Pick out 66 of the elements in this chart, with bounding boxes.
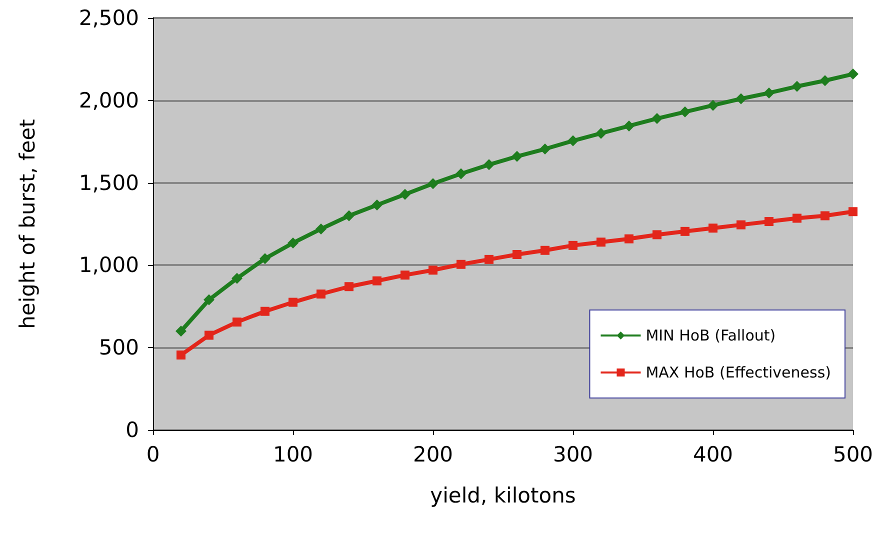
point — [652, 230, 662, 240]
point — [764, 87, 774, 98]
point — [372, 200, 382, 211]
point — [484, 159, 494, 170]
x-axis-title: yield, kilotons — [430, 484, 576, 508]
point — [820, 211, 830, 220]
point — [540, 144, 550, 155]
point — [736, 220, 746, 230]
x-tick-label: 200 — [412, 442, 454, 466]
point — [792, 80, 802, 92]
point — [568, 240, 578, 250]
point — [484, 254, 494, 264]
y-tick-label: 2,500 — [78, 6, 139, 30]
point — [400, 188, 410, 200]
point — [372, 276, 382, 286]
y-tick-label: 1,500 — [78, 170, 139, 195]
point — [568, 135, 578, 146]
point — [260, 306, 270, 316]
point — [316, 290, 326, 299]
point — [848, 207, 858, 216]
point — [400, 270, 410, 280]
point — [344, 210, 354, 222]
point — [288, 237, 298, 248]
x-tick-label: 400 — [692, 442, 734, 466]
point — [176, 326, 186, 337]
point — [232, 318, 242, 327]
legend-label: MIN HoB (Fallout) — [646, 326, 776, 344]
x-tick-label: 0 — [146, 442, 160, 466]
point — [820, 75, 830, 86]
point — [260, 253, 270, 264]
point — [344, 282, 354, 292]
x-tick-label: 300 — [552, 442, 594, 466]
point — [428, 266, 438, 275]
point — [792, 214, 802, 223]
point — [596, 128, 606, 139]
point — [540, 246, 550, 255]
point — [708, 100, 718, 111]
point — [652, 113, 662, 124]
point — [316, 223, 326, 234]
point — [512, 150, 522, 162]
x-tick-label: 500 — [832, 442, 874, 466]
point — [428, 178, 438, 190]
point — [288, 298, 298, 307]
point — [456, 260, 466, 269]
point — [232, 272, 242, 284]
point — [680, 226, 690, 236]
y-tick-label: 2,000 — [78, 88, 139, 112]
y-tick-label: 500 — [98, 336, 139, 360]
y-tick-label: 0 — [126, 418, 139, 442]
point — [680, 106, 690, 118]
point — [848, 68, 858, 80]
x-tick-label: 100 — [272, 442, 314, 466]
point — [736, 93, 746, 104]
legend-label: MAX HoB (Effectiveness) — [646, 364, 832, 382]
point — [764, 217, 774, 226]
y-axis-title: height of burst, feet — [16, 119, 40, 329]
point — [176, 350, 186, 360]
point — [456, 168, 466, 180]
point — [624, 120, 634, 132]
y-tick-label: 1,000 — [78, 253, 139, 278]
point — [708, 224, 718, 233]
point — [204, 294, 214, 306]
point — [512, 250, 522, 259]
point — [624, 234, 634, 244]
point — [204, 330, 214, 340]
point — [596, 238, 606, 247]
